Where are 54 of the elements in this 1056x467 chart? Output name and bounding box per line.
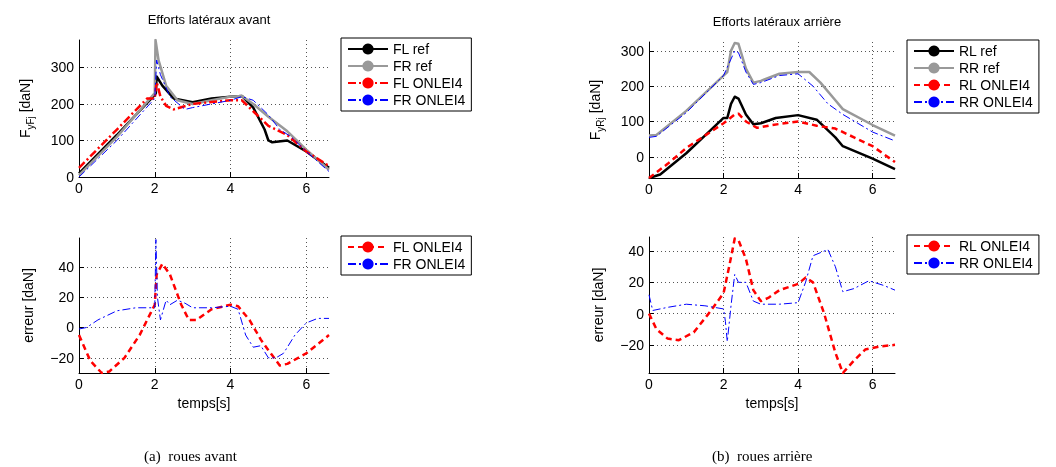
y-tick-label: −20 (50, 349, 75, 366)
x-tick-label: 2 (150, 180, 159, 196)
y-axis-title: erreur [daN] (590, 267, 606, 343)
legend-label: RL ONLEI4 (959, 77, 1031, 93)
y-tick-label: 200 (50, 95, 75, 112)
x-tick-label: 4 (794, 376, 803, 392)
y-tick-label: 100 (620, 113, 645, 130)
legend-label: FL ref (393, 41, 430, 57)
y-tick-label: 0 (636, 305, 645, 322)
x-tick-label: 4 (794, 181, 803, 197)
legend-label: RR ONLEI4 (959, 94, 1034, 110)
x-tick-label: 2 (150, 376, 159, 392)
y-tick-label: 20 (628, 274, 645, 291)
x-tick-label: 6 (868, 376, 877, 392)
legend-label: RL ref (959, 43, 997, 59)
x-tick-label: 2 (719, 181, 728, 197)
y-tick-label: 300 (620, 42, 645, 59)
line-series (78, 239, 330, 359)
legend-label: FL ONLEI4 (393, 239, 463, 255)
y-tick-label: 40 (628, 243, 645, 260)
legend-label: RR ref (959, 60, 1000, 76)
legend-label: FR ONLEI4 (393, 256, 466, 272)
x-tick-label: 4 (226, 180, 235, 196)
x-tick-label: 6 (302, 180, 311, 196)
legend-label: FR ref (393, 58, 432, 74)
y-tick-label: 0 (636, 148, 645, 165)
y-tick-label: 300 (50, 59, 75, 76)
line-series (648, 249, 896, 343)
line-series (77, 38, 331, 177)
x-axis-title: temps[s] (745, 394, 799, 411)
y-tick-label: 20 (58, 289, 75, 306)
chart-title: Efforts latéraux arrière (712, 14, 842, 29)
y-tick-label: 0 (66, 319, 75, 336)
y-tick-label: 0 (66, 169, 75, 185)
text: (b) roues arrière (712, 447, 813, 465)
y-tick-label: −20 (620, 336, 645, 353)
x-tick-label: 6 (868, 181, 877, 197)
x-tick-label: 6 (302, 376, 311, 392)
line-series (647, 237, 897, 375)
x-tick-label: 2 (719, 376, 728, 392)
y-axis-title: erreur [daN] (20, 268, 36, 343)
legend-label: FL ONLEI4 (393, 75, 463, 91)
x-axis-title: temps[s] (177, 394, 231, 411)
y-axis-title: FyFj [daN] (17, 78, 36, 139)
y-tick-label: 200 (620, 78, 645, 95)
legend-label: FR ONLEI4 (393, 92, 466, 108)
y-tick-label: 40 (58, 258, 75, 275)
chart-title: Efforts latéraux avant (147, 12, 271, 27)
x-tick-label: 4 (226, 376, 235, 392)
text: (a) roues avant (144, 447, 238, 465)
legend-label: RR ONLEI4 (959, 255, 1034, 271)
y-axis-title: FyRj [daN] (587, 79, 606, 141)
legend-label: RL ONLEI4 (959, 238, 1031, 254)
y-tick-label: 100 (50, 132, 75, 149)
